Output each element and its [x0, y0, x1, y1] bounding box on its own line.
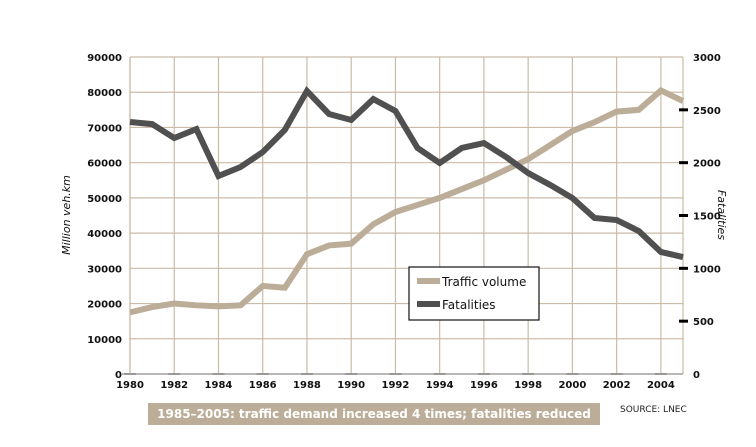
y-tick-label: 80000: [87, 88, 122, 99]
y-tick-label: 70000: [87, 123, 122, 134]
x-tick-label: 2002: [603, 380, 631, 391]
y2-axis-title: Fatalities: [715, 190, 728, 240]
y2-tick-label: 2500: [693, 106, 721, 117]
x-tick-label: 1990: [337, 380, 365, 391]
y-tick-label: 60000: [87, 159, 122, 170]
y-tick-label: 20000: [87, 300, 122, 311]
line-chart: 0 10000 20000 30000 40000 50000 60000 70000 8000…: [0, 0, 756, 431]
y-tick-label: 10000: [87, 335, 122, 346]
x-tick-label: 1986: [249, 380, 277, 391]
x-tick-label: 1992: [382, 380, 410, 391]
x-tick-label: 1980: [116, 380, 144, 391]
y2-tick-label: 3000: [693, 53, 721, 64]
y-tick-label: 90000: [87, 53, 122, 64]
caption: 1985–2005: traffic demand increased 4 ti…: [148, 403, 600, 425]
x-tick-label: 1994: [426, 380, 454, 391]
y2-tick-label: 2000: [693, 159, 721, 170]
y-tick-label: 40000: [87, 229, 122, 240]
y2-tick-label: 1000: [693, 264, 721, 275]
x-tick-label: 1984: [205, 380, 233, 391]
x-tick-label: 2004: [647, 380, 675, 391]
y-tick-label: 50000: [87, 194, 122, 205]
source-note: SOURCE: LNEC: [620, 405, 687, 415]
x-tick-label: 1982: [160, 380, 188, 391]
y2-tick-label: 0: [693, 370, 700, 381]
x-tick-label: 1996: [470, 380, 498, 391]
x-tick-label: 2000: [558, 380, 586, 391]
legend-label: Fatalities: [442, 298, 496, 312]
y2-tick-label: 500: [693, 317, 714, 328]
y-tick-label: 30000: [87, 264, 122, 275]
series-line-fatalities: [130, 91, 683, 257]
y-axis-title: Million veh.km: [60, 175, 73, 255]
x-tick-label: 1988: [293, 380, 321, 391]
x-tick-label: 1998: [514, 380, 542, 391]
legend-label: Traffic volume: [441, 275, 526, 289]
